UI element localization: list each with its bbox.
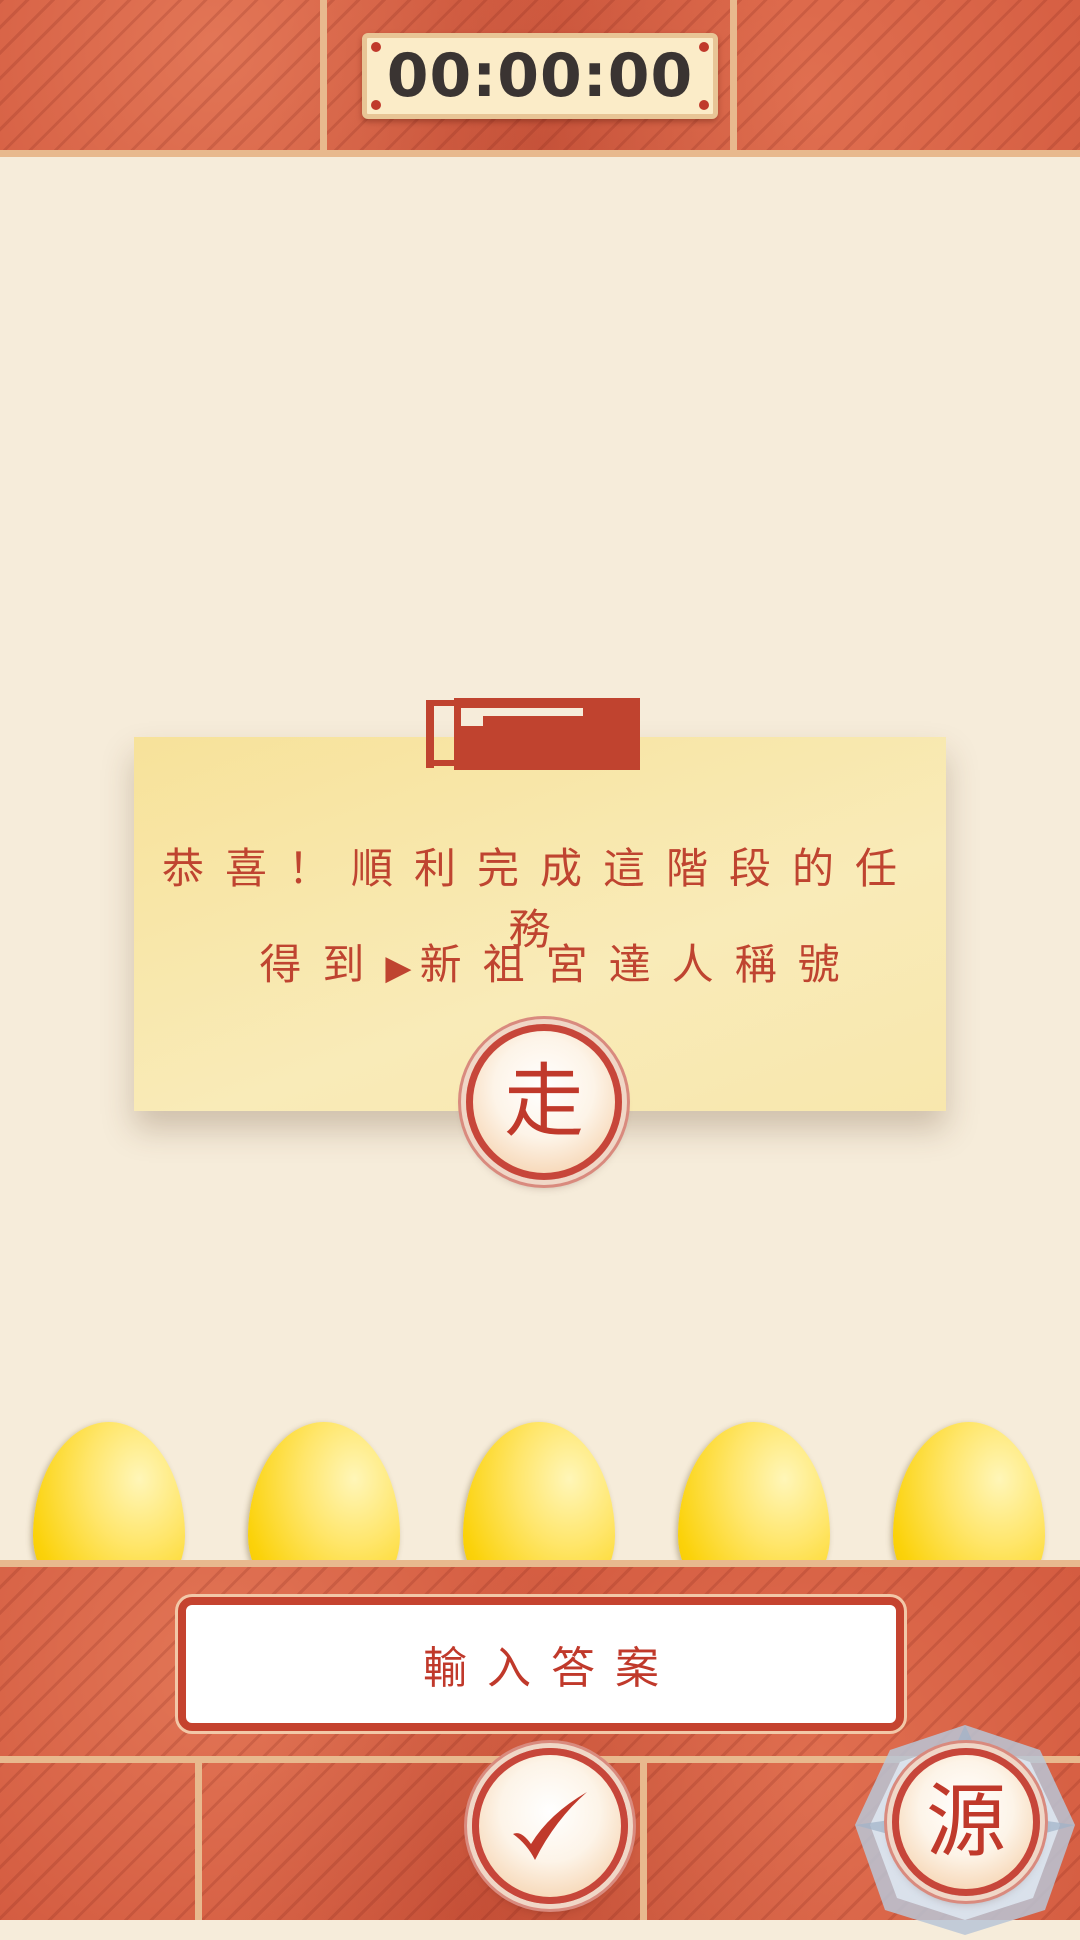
binder-clip-icon bbox=[426, 698, 640, 770]
source-button[interactable]: 源 bbox=[892, 1748, 1040, 1896]
rivet bbox=[371, 42, 381, 52]
mortar-line bbox=[195, 1763, 202, 1920]
mortar-line bbox=[0, 1560, 1080, 1567]
checkmark-icon bbox=[513, 1792, 587, 1860]
timer-display: 00:00:00 bbox=[362, 33, 718, 119]
mortar-line bbox=[0, 150, 1080, 157]
submit-button[interactable] bbox=[472, 1748, 628, 1904]
message-prefix: 得到 bbox=[259, 940, 386, 989]
rivet bbox=[371, 100, 381, 110]
message-line-1: 恭喜！順利完成這階段的任務 bbox=[161, 844, 918, 954]
play-arrow-icon: ▶ bbox=[385, 948, 420, 988]
answer-input[interactable]: 輸入答案 bbox=[178, 1597, 904, 1731]
go-button[interactable]: 走 bbox=[466, 1024, 622, 1180]
message-line-2: 得到▶新祖宮達人稱號 bbox=[154, 931, 966, 992]
title-name: 新祖宮達人稱號 bbox=[419, 940, 861, 989]
timer-text: 00:00:00 bbox=[386, 41, 694, 111]
answer-placeholder: 輸入答案 bbox=[423, 1643, 679, 1694]
source-label: 源 bbox=[926, 1775, 1006, 1868]
rivet bbox=[699, 100, 709, 110]
mortar-line bbox=[640, 1763, 647, 1920]
rivet bbox=[699, 42, 709, 52]
go-label: 走 bbox=[504, 1055, 584, 1148]
mortar-line bbox=[730, 0, 737, 150]
mortar-line bbox=[320, 0, 327, 150]
